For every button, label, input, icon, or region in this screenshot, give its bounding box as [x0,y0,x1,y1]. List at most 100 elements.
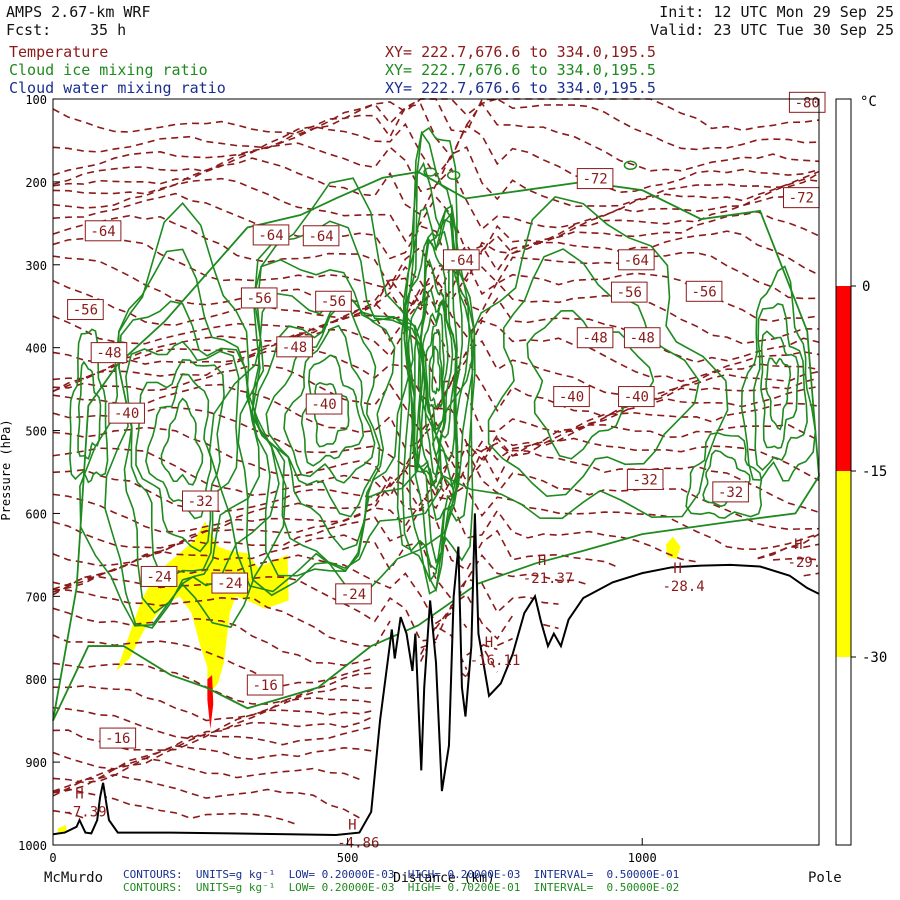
cloud-ice-outer-contour [52,171,820,722]
cloud-ice-contour [125,340,240,577]
shaded-region-yellow [665,536,681,560]
cloud-ice-contour [407,207,459,522]
temperature-isotherm [52,757,360,797]
temperature-label: -48 [630,331,655,347]
cloud-ice-contour [431,345,441,395]
valid-time: Valid: 23 UTC Tue 30 Sep 25 [650,21,894,39]
temperature-label: -48 [96,346,121,362]
field-cloud-water-xy: XY= 222.7,676.6 to 334.0,195.5 [385,79,656,97]
temperature-label: -64 [308,229,333,245]
model-title: AMPS 2.67-km WRF [6,3,151,21]
temperature-label: -16 [252,678,277,694]
temperature-isotherm [52,634,375,687]
high-marker: H [348,817,356,833]
temperature-label-box [443,249,480,271]
temperature-label-box [240,287,278,309]
temperature-isotherm [52,745,375,794]
y-tick-label: 400 [25,342,47,356]
temperature-isotherm [757,543,820,560]
temperature-label-box [211,572,249,594]
temperature-label-box [618,249,655,271]
temperature-label-box [84,220,122,242]
cloud-ice-contour [404,161,476,595]
cloud-ice-contour [424,312,445,431]
colorbar-tick-label: -15 [862,464,887,480]
colorbar-unit: °C [860,94,877,110]
temperature-label: -64 [258,228,283,244]
temperature-label: -24 [341,587,366,603]
cloud-ice-contour [753,302,808,472]
cloud-ice-contour [765,357,792,431]
contours-cloud-water: CONTOURS: UNITS=g kg⁻¹ LOW= 0.20000E-03 … [123,868,680,881]
cloud-ice-cell [446,170,461,181]
temperature-label: -56 [691,284,716,300]
temperature-label: -72 [789,191,814,207]
temperature-label-box [99,727,137,749]
y-axis-label: Pressure (hPa) [0,419,13,520]
temperature-isotherm [52,122,820,194]
field-cloud-ice-name: Cloud ice mixing ratio [9,61,208,79]
temperature-isotherm [52,788,299,826]
y-tick-label: 100 [25,93,47,107]
field-cloud-water-name: Cloud water mixing ratio [9,79,226,97]
temperature-label: -24 [217,576,242,592]
temperature-label: -64 [624,253,649,269]
high-value: -28.4 [663,579,705,595]
temperature-label-box [685,280,723,302]
y-tick-label: 1000 [18,839,47,853]
cloud-ice-contour [300,354,365,467]
cloud-ice-contour [403,204,464,564]
temperature-isotherm [52,697,375,740]
cloud-ice-contour [685,432,763,519]
temperature-label: -64 [449,253,474,269]
temperature-label-box [305,393,343,415]
temperature-isotherm [52,715,376,770]
forecast-label: Fcst: [6,21,52,39]
x-tick-label: 1000 [628,851,657,865]
temperature-label: -72 [582,172,607,188]
temperature-isotherm [52,662,375,705]
temperature-label: -32 [188,494,213,510]
temperature-isotherm [543,623,559,630]
temperature-label: -32 [718,485,743,501]
temperature-isotherm [52,588,391,648]
temperature-label-box [623,327,661,349]
temperature-label-box [576,327,614,349]
high-marker: H [794,537,802,553]
cloud-ice-contour [135,358,225,553]
temperature-label-box [618,386,655,408]
contour-label-layer: -64 -64 -64 -64 -64 -72 -72 -80 -56 -56 -56 -56 -56 -… [64,91,826,851]
y-tick-label: 600 [25,507,47,521]
temperature-label-box [90,342,128,364]
temperature-label: -24 [146,569,171,585]
temperature-label-box [252,224,290,246]
temperature-label: -64 [90,224,115,240]
temperature-isotherm [52,443,820,514]
high-marker: H [538,553,546,569]
temperature-label-box [108,402,145,424]
cloud-ice-contour [396,126,474,572]
cloud-ice-contour [237,220,443,597]
temperature-isotherm [52,424,820,497]
y-tick-label: 300 [25,259,47,273]
temperature-label-box [140,565,178,587]
y-tick-label: 700 [25,590,47,604]
temperature-label: -56 [73,303,98,319]
temperature-label-box [626,468,664,490]
contours-cloud-ice: CONTOURS: UNITS=g kg⁻¹ LOW= 0.20000E-03 … [123,881,680,894]
temperature-label-box [315,290,352,312]
temperature-isotherm [52,364,820,434]
temperature-isotherm [803,572,820,577]
temperature-isotherm [52,264,820,345]
temperature-label-box [302,225,340,247]
cloud-ice-cell [423,167,437,177]
y-tick-label: 900 [25,756,47,770]
temperature-isotherm [52,809,84,819]
x-axis-label: Distance (km) [393,871,495,886]
field-temperature-name: Temperature [9,43,109,61]
plot-frame [52,98,820,846]
forecast-hours: 35 h [90,21,127,39]
cloud-ice-contour [740,265,817,482]
field-cloud-ice-xy: XY= 222.7,676.6 to 334.0,195.5 [385,61,656,79]
